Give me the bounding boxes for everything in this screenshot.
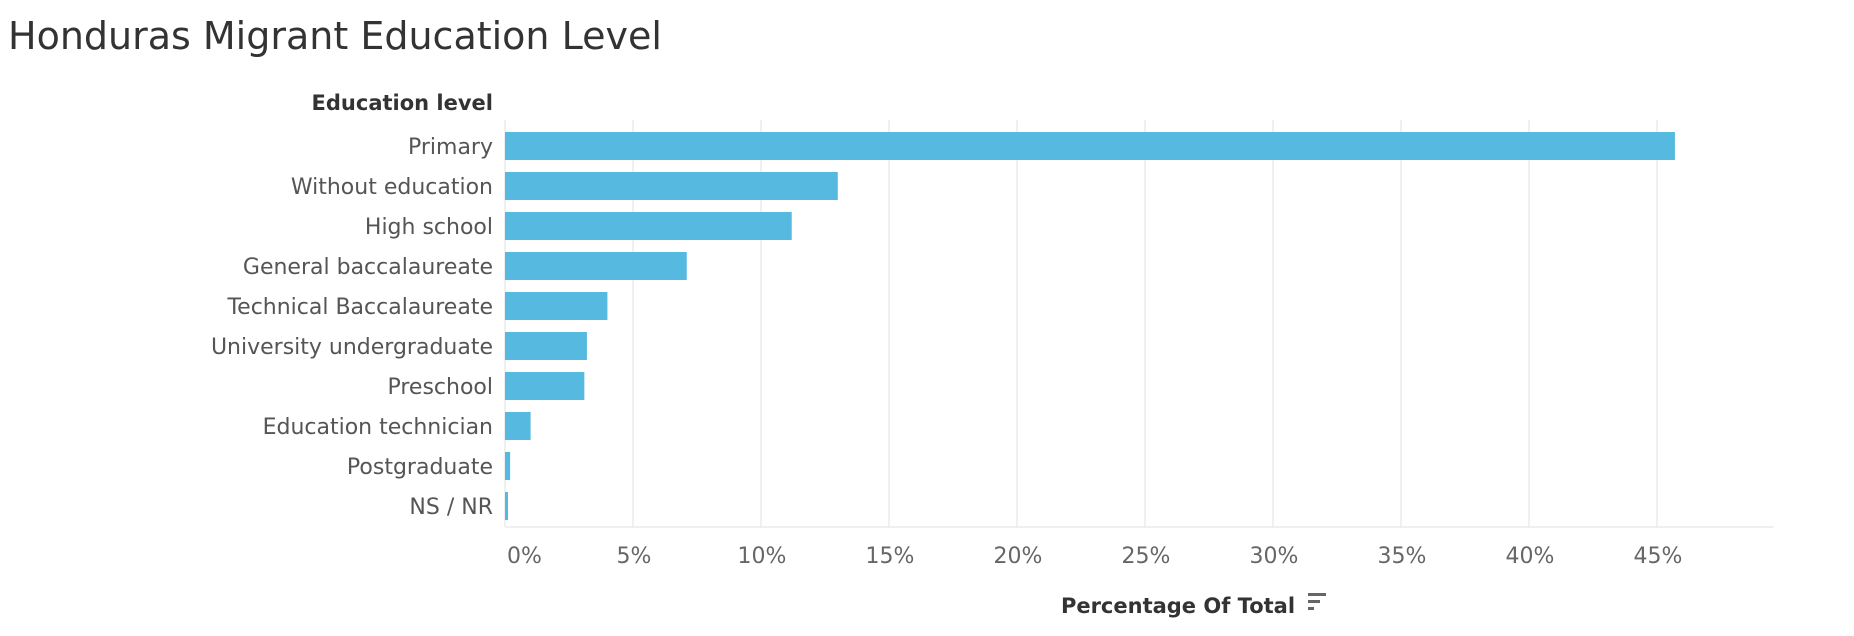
bar-technical-baccalaureate[interactable] [505,292,608,320]
bar-preschool[interactable] [505,372,585,400]
bar-ns-nr[interactable] [505,492,508,520]
chart-title: Honduras Migrant Education Level [8,14,662,58]
x-tick-label: 30% [1250,544,1299,569]
category-label: University undergraduate [211,335,493,360]
category-label: NS / NR [409,495,493,520]
bar-without-education[interactable] [505,172,838,200]
category-label: High school [365,215,493,240]
x-axis-ticks: 0% 5% 10% 15% 20% 25% 30% 35% 40% 45% [507,544,1682,569]
x-tick-label: 35% [1378,544,1427,569]
category-axis-header: Education level [312,91,493,115]
bars [505,132,1675,520]
category-label: Preschool [387,375,493,400]
x-tick-label: 15% [866,544,915,569]
category-label: General baccalaureate [243,255,493,280]
x-tick-label: 5% [617,544,652,569]
x-tick-label: 20% [994,544,1043,569]
category-label: Postgraduate [347,455,493,480]
bar-postgraduate[interactable] [505,452,511,480]
category-label: Technical Baccalaureate [226,295,493,320]
category-label: Without education [291,175,493,200]
x-axis-title[interactable]: Percentage Of Total [1061,594,1295,618]
bar-education-technician[interactable] [505,412,531,440]
bar-general-baccalaureate[interactable] [505,252,687,280]
x-tick-label: 45% [1634,544,1683,569]
bar-primary[interactable] [505,132,1675,160]
x-tick-label: 40% [1506,544,1555,569]
bar-university-undergraduate[interactable] [505,332,587,360]
bar-high-school[interactable] [505,212,792,240]
x-tick-label: 25% [1122,544,1171,569]
x-tick-label: 0% [507,544,542,569]
category-label: Primary [408,135,493,160]
sort-descending-icon[interactable] [1308,593,1326,610]
category-label: Education technician [263,415,493,440]
x-tick-label: 10% [738,544,787,569]
category-labels: Education level Primary Without education… [211,91,493,520]
